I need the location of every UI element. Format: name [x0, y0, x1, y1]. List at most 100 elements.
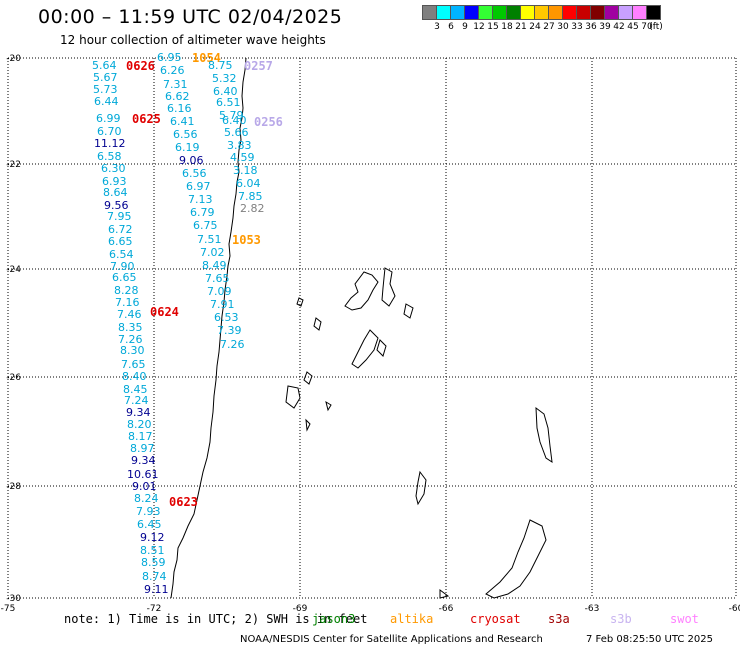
wave-height-value: 7.93: [136, 505, 161, 518]
lat-label: -28: [6, 482, 21, 492]
wave-height-value: 3.18: [233, 164, 258, 177]
legend-label: 42: [613, 22, 625, 32]
wave-height-value: 7.39: [217, 324, 242, 337]
wave-height-value: 5.79: [219, 109, 244, 122]
coast-segment: [303, 371, 313, 385]
wave-height-value: 6.97: [186, 180, 211, 193]
wave-height-value: 6.30: [101, 162, 126, 175]
legend-color-bar: [422, 5, 661, 20]
axis-labels: -20 -22 -24 -26 -28 -30-75 -72 -69 -66 -63 -60: [1, 54, 740, 614]
wave-height-value: 7.95: [107, 210, 132, 223]
lat-label: -30: [6, 594, 21, 604]
coast-segment: [485, 519, 547, 599]
wave-height-value: 7.65: [205, 272, 230, 285]
legend-label: 33: [571, 22, 583, 32]
wave-height-value: 8.49: [202, 259, 227, 272]
wave-height-value: 6.16: [167, 102, 192, 115]
wave-height-value: 7.91: [210, 298, 235, 311]
wave-height-value: 6.45: [137, 518, 162, 531]
wave-height-value: 5.66: [224, 126, 249, 139]
pass-time-label: 0257: [244, 59, 273, 73]
wave-height-value: 7.26: [118, 333, 143, 346]
coast-segment: [325, 400, 332, 412]
coast-segment: [376, 339, 387, 357]
pass-time-label: 0256: [254, 115, 283, 129]
wave-height-value: 6.75: [193, 219, 218, 232]
coast-segment: [296, 297, 304, 307]
legend-label: 45: [627, 22, 639, 32]
pass-time-label: 1054: [192, 51, 221, 65]
wave-height-value: 7.09: [207, 285, 232, 298]
wave-height-value: 6.04: [236, 177, 261, 190]
satellite-name: swot: [670, 612, 699, 626]
legend-swatch: [646, 5, 661, 20]
pass-time-label: 1053: [232, 233, 261, 247]
pass-labels: 0626 1054 0257 0625 0256 1053 0624 0623: [126, 51, 283, 509]
wave-height-value: 6.93: [102, 175, 127, 188]
legend-label: (ft): [649, 22, 663, 32]
legend-label: 18: [501, 22, 513, 32]
wave-height-value: 6.62: [165, 90, 190, 103]
wave-height-value: 8.75: [208, 59, 233, 72]
wave-height-value: 8.59: [141, 556, 166, 569]
wave-height-value: 7.16: [115, 296, 140, 309]
wave-height-value: 11.12: [94, 137, 126, 150]
legend-label: 9: [462, 22, 468, 32]
note-prefix: note: 1) Time is in UTC; 2) SWH is in fe…: [64, 612, 368, 626]
satellite-name: cryosat: [470, 612, 521, 626]
coast-segment: [439, 589, 450, 599]
wave-values: 6.956.267.316.626.166.416.566.199.066.56…: [0, 0, 265, 596]
wave-height-value: 6.26: [160, 64, 185, 77]
legend-label: 6: [448, 22, 454, 32]
wave-height-value: 8.40: [122, 370, 147, 383]
wave-height-value: 7.24: [124, 394, 149, 407]
wave-height-value: 10.61: [127, 468, 159, 481]
wave-height-value: 8.64: [103, 186, 128, 199]
legend-label: 39: [599, 22, 611, 32]
coast-segment: [305, 418, 311, 432]
lat-label: -20: [6, 54, 21, 64]
wave-height-value: 9.11: [144, 583, 169, 596]
coast-segment: [535, 406, 553, 464]
wave-height-value: 8.20: [127, 418, 152, 431]
wave-height-value: 6.58: [97, 150, 122, 163]
wave-height-value: 9.06: [179, 154, 204, 167]
lat-label: -24: [6, 265, 21, 275]
wave-height-value: 7.13: [188, 193, 213, 206]
wave-height-value: 5.64: [92, 59, 117, 72]
wave-height-value: 9.01: [132, 480, 157, 493]
wave-height-value: 6.56: [173, 128, 198, 141]
wave-height-value: 2.82: [240, 202, 265, 215]
satellite-name: altika: [390, 612, 434, 626]
wave-height-value: 5.67: [93, 71, 118, 84]
footer-timestamp: 7 Feb 08:25:50 UTC 2025: [586, 634, 713, 645]
wave-height-value: 6.51: [216, 96, 241, 109]
lon-label: -63: [585, 604, 600, 614]
wave-height-value: 6.19: [175, 141, 200, 154]
wave-height-value: 7.02: [200, 246, 225, 259]
legend-label: 36: [585, 22, 597, 32]
wave-height-value: 8.17: [128, 430, 153, 443]
lon-label: -75: [1, 604, 16, 614]
coast-segment: [403, 303, 414, 319]
wave-height-value: 8.30: [120, 344, 145, 357]
coast-segment: [285, 385, 301, 409]
lon-label: -60: [729, 604, 740, 614]
lon-label: -69: [293, 604, 308, 614]
satellite-name: s3a: [548, 612, 570, 626]
legend-label: 70: [641, 22, 653, 32]
wave-height-value: 7.99: [0, 0, 25, 3]
lon-label: -66: [439, 604, 454, 614]
wave-height-value: 6.53: [214, 311, 239, 324]
wave-height-value: 6.65: [112, 271, 137, 284]
footer-credit: NOAA/NESDIS Center for Satellite Applica…: [240, 634, 543, 645]
wave-height-value: 9.56: [104, 199, 129, 212]
wave-height-value: 7.85: [238, 190, 263, 203]
legend-label: 21: [515, 22, 527, 32]
pass-time-label: 0625: [132, 112, 161, 126]
wave-height-value: 7.46: [117, 308, 142, 321]
wave-height-value: 6.79: [190, 206, 215, 219]
lon-label: -72: [147, 604, 162, 614]
wave-height-value: 8.51: [140, 544, 165, 557]
